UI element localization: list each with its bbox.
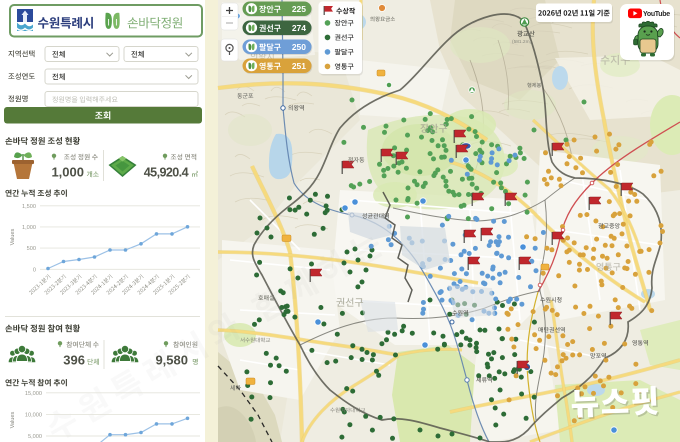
svg-text:251: 251 xyxy=(292,61,306,71)
svg-text:1,500: 1,500 xyxy=(22,204,36,210)
svg-text:(581.2m): (581.2m) xyxy=(512,39,532,45)
svg-text:0: 0 xyxy=(33,267,36,273)
svg-text:1,000: 1,000 xyxy=(22,225,36,231)
svg-text:225: 225 xyxy=(292,4,306,14)
svg-text:15,000: 15,000 xyxy=(25,391,42,397)
svg-text:1,000: 1,000 xyxy=(51,165,84,180)
svg-text:9,580: 9,580 xyxy=(155,353,188,368)
svg-text:45,920.4: 45,920.4 xyxy=(144,166,189,180)
svg-text:YouTube: YouTube xyxy=(643,11,670,18)
svg-text:250: 250 xyxy=(292,42,306,52)
svg-text:500: 500 xyxy=(27,246,36,252)
svg-text:10,000: 10,000 xyxy=(25,412,42,418)
svg-text:396: 396 xyxy=(63,353,85,368)
svg-text:274: 274 xyxy=(292,23,306,33)
svg-text:Values: Values xyxy=(10,228,16,245)
svg-text:5,000: 5,000 xyxy=(28,434,42,440)
svg-text:Values: Values xyxy=(10,411,16,428)
